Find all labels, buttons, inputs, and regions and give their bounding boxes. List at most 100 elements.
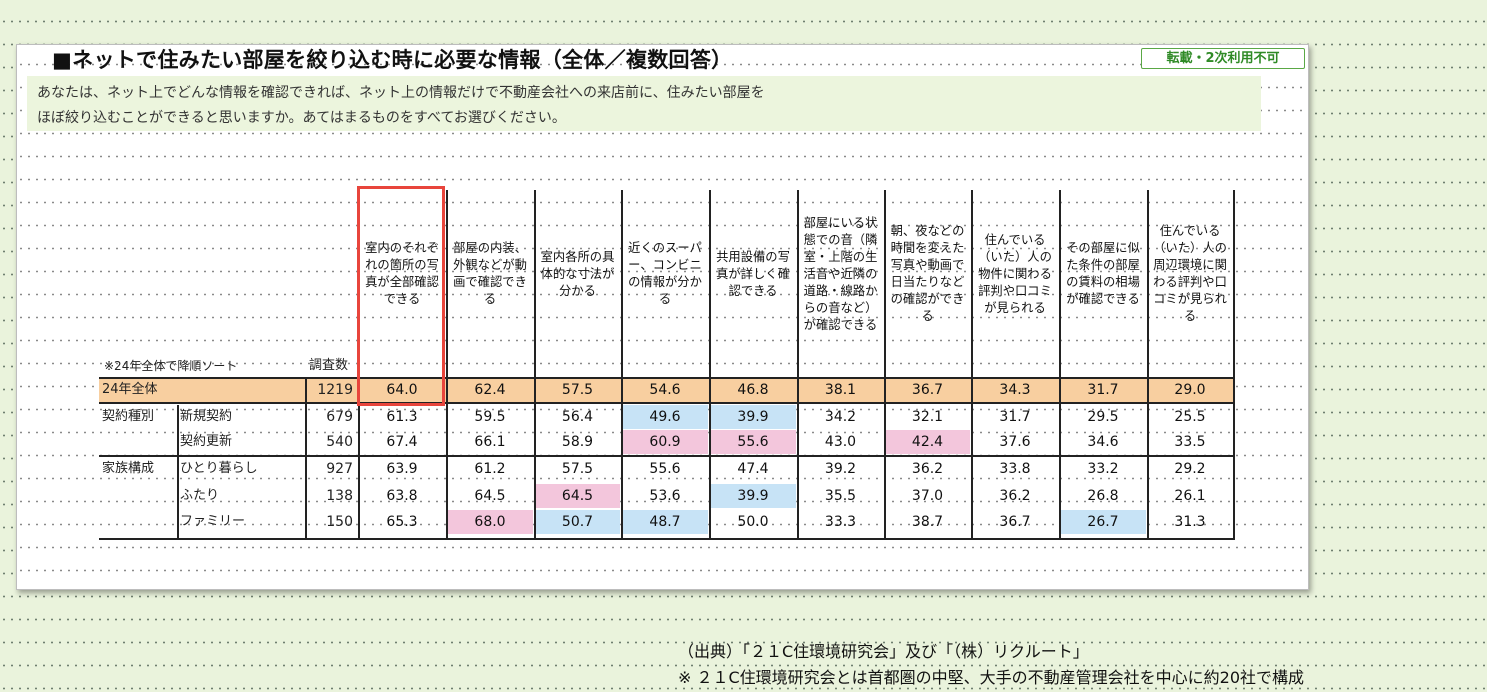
table-cell: 36.2	[911, 461, 944, 477]
table-cell: 39.2	[824, 461, 857, 477]
table-cell: 36.7	[999, 514, 1031, 530]
table-cell: 32.1	[911, 409, 944, 425]
question-line-1: あなたは、ネット上でどんな情報を確認できれば、ネット上の情報だけで不動産会社への…	[37, 85, 765, 101]
table-cell: 31.3	[1174, 514, 1206, 530]
row-label: 24年全体	[102, 382, 158, 397]
table-cell: 57.5	[561, 382, 594, 398]
pink-highlight-cell	[622, 430, 708, 454]
column-header: 部屋の内装、外観などが動画で確認できる	[453, 241, 527, 306]
pink-highlight-cell	[710, 430, 796, 454]
table-cell: 36.7	[911, 382, 944, 398]
column-header: 近くのスーパー、コンビニの情報が分かる	[628, 241, 702, 306]
column-divider	[1147, 190, 1149, 540]
table-cell: 31.7	[999, 409, 1031, 425]
column-header: 部屋にいる状態での音（隣室・上階の生活音や近隣の道路・線路からの音など）が確認で…	[803, 215, 878, 332]
table-cell: 63.9	[386, 461, 418, 477]
table-cell: 39.9	[737, 409, 769, 425]
table-cell: 38.1	[824, 382, 857, 398]
table-cell: 56.4	[561, 409, 594, 425]
source-note: （出典）「２１C住環境研究会」及び「（株）リクルート」	[678, 642, 1089, 661]
table-cell: 63.8	[386, 488, 418, 504]
blue-highlight-cell	[535, 510, 620, 534]
row-label: ふたり	[180, 488, 220, 503]
question-box	[27, 76, 1261, 131]
count-label: 調査数	[309, 358, 349, 373]
table-cell: 26.1	[1174, 488, 1206, 504]
table-cell: 64.5	[561, 488, 594, 504]
row-count: 679	[326, 409, 353, 425]
table-cell: 33.8	[999, 461, 1031, 477]
table-cell: 43.0	[824, 434, 857, 450]
copyright-badge: 転載・2次利用不可	[1141, 48, 1305, 69]
table-cell: 34.3	[999, 382, 1031, 398]
table-cell: 54.6	[649, 382, 681, 398]
blue-highlight-cell	[622, 405, 708, 429]
table-cell: 55.6	[737, 434, 769, 450]
table-cell: 65.3	[386, 514, 418, 530]
table-cell: 34.6	[1087, 434, 1119, 450]
table-cell: 62.4	[474, 382, 506, 398]
table-cell: 38.7	[911, 514, 944, 530]
row-count: 927	[326, 461, 353, 477]
table-cell: 48.7	[649, 514, 681, 530]
table-cell: 33.5	[1174, 434, 1206, 450]
column-divider	[884, 190, 886, 540]
table-cell: 36.2	[999, 488, 1031, 504]
table-cell: 31.7	[1087, 382, 1119, 398]
table-cell: 34.2	[824, 409, 857, 425]
sort-note: ※24年全体で降順ソート	[104, 359, 238, 373]
row-divider	[99, 377, 1233, 379]
column-divider	[1059, 190, 1061, 540]
column-divider	[177, 405, 179, 540]
blue-highlight-cell	[710, 405, 796, 429]
row-label: 新規契約	[180, 409, 233, 424]
table-cell: 55.6	[649, 461, 681, 477]
column-header: その部屋に似た条件の部屋の賃料の相場が確認できる	[1066, 241, 1140, 306]
table-cell: 37.6	[999, 434, 1031, 450]
table-cell: 33.3	[824, 514, 857, 530]
table-cell: 61.3	[386, 409, 418, 425]
table-cell: 53.6	[649, 488, 681, 504]
table-cell: 47.4	[737, 461, 769, 477]
row-count: 150	[326, 514, 353, 530]
row-label: ファミリー	[180, 514, 246, 529]
table-cell: 26.8	[1087, 488, 1119, 504]
row-divider	[99, 538, 1233, 540]
footnote: ※ ２１C住環境研究会とは首都圏の中堅、大手の不動産管理会社を中心に約20社で構…	[678, 668, 1305, 687]
table-cell: 64.5	[474, 488, 506, 504]
column-header: 室内各所の具体的な寸法が分かる	[540, 249, 615, 298]
table-cell: 42.4	[911, 434, 944, 450]
table-cell: 59.5	[474, 409, 506, 425]
row-count: 1219	[317, 382, 353, 398]
table-cell: 61.2	[474, 461, 506, 477]
row-divider	[99, 402, 1233, 404]
table-cell: 33.2	[1087, 461, 1119, 477]
column-divider	[305, 378, 307, 540]
report-card	[16, 44, 1309, 590]
table-cell: 68.0	[474, 514, 506, 530]
table-cell: 49.6	[649, 409, 681, 425]
table-cell: 39.9	[737, 488, 769, 504]
blue-highlight-cell	[710, 484, 796, 508]
table-cell: 57.5	[561, 461, 594, 477]
table-cell: 58.9	[561, 434, 594, 450]
table-cell: 35.5	[824, 488, 857, 504]
column-header: 住んでいる（いた）人の周辺環境に関わる評判や口コミが見られる	[1153, 224, 1227, 323]
total-row-bg	[99, 378, 1233, 402]
column-divider	[621, 190, 623, 540]
table-cell: 66.1	[474, 434, 506, 450]
row-count: 138	[326, 488, 353, 504]
row-count: 540	[326, 434, 353, 450]
column-divider	[709, 190, 711, 540]
column-divider	[797, 190, 799, 540]
column-header: 朝、夜などの時間を変えた写真や動画で日当たりなどの確認ができる	[890, 224, 965, 323]
pink-highlight-cell	[447, 510, 533, 534]
table-cell: 50.0	[737, 514, 769, 530]
question-line-2: ほぼ絞り込むことができると思いますか。あてはまるものをすべてお選びください。	[37, 110, 566, 126]
blue-highlight-cell	[1060, 510, 1146, 534]
table-cell: 50.7	[561, 514, 594, 530]
pink-highlight-cell	[535, 484, 620, 508]
table-cell: 25.5	[1174, 409, 1206, 425]
row-divider	[99, 455, 1233, 457]
column-divider	[446, 190, 448, 540]
